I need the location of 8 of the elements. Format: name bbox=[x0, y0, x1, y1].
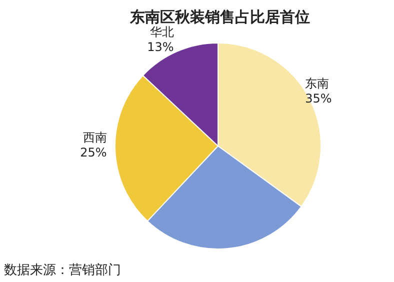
data-label: 13% bbox=[147, 40, 174, 54]
slice-label: 东南 bbox=[305, 76, 330, 90]
data-label: 35% bbox=[305, 92, 332, 106]
slice-label: 华北 bbox=[150, 24, 174, 39]
chart-title: 东南区秋装销售占比居首位 bbox=[129, 8, 310, 26]
source-note: 数据来源：营销部门 bbox=[4, 262, 121, 278]
data-label: 25% bbox=[80, 145, 107, 160]
slice-label: 西南 bbox=[82, 130, 107, 144]
